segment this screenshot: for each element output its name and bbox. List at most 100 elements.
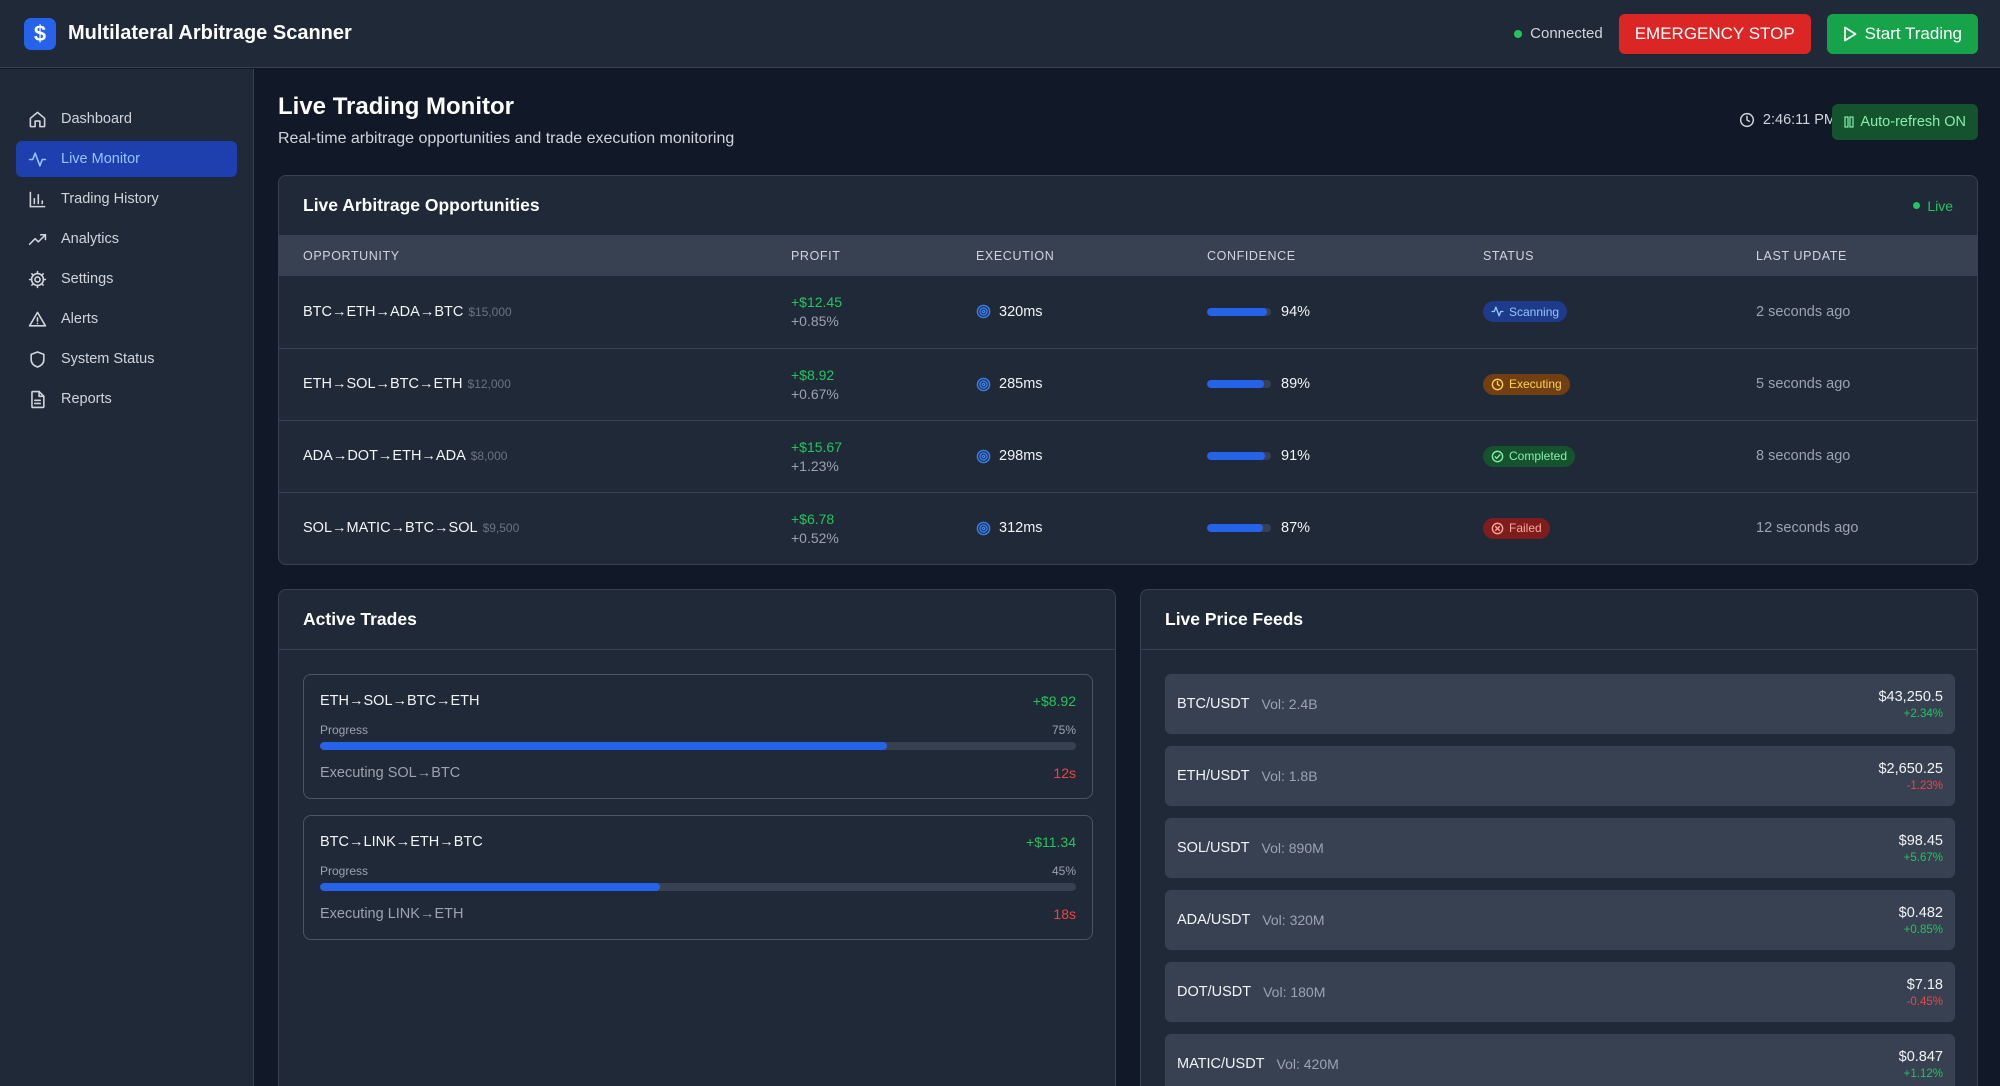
route: ETH→SOL→BTC→ETH [303, 376, 463, 392]
confidence-bar [1207, 380, 1271, 388]
app-title: Multilateral Arbitrage Scanner [68, 22, 352, 44]
live-indicator: Live [1913, 198, 1953, 214]
auto-refresh-toggle[interactable]: Auto-refresh ON [1832, 104, 1978, 140]
price-feed-item[interactable]: BTC/USDT Vol: 2.4B $43,250.5 +2.34% [1165, 674, 1955, 734]
sidebar-item-label: Reports [61, 391, 112, 407]
file-text-icon [31, 390, 45, 408]
trending-up-icon [28, 233, 47, 245]
price-feed-item[interactable]: SOL/USDT Vol: 890M $98.45 +5.67% [1165, 818, 1955, 878]
table-row[interactable]: ETH→SOL→BTC→ETH $12,000 +$8.92 +0.67% 285m… [279, 348, 1977, 420]
active-trades-title: Active Trades [303, 609, 417, 629]
column-header-last-update: LAST UPDATE [1756, 249, 1847, 263]
status-badge: Scanning [1483, 301, 1568, 323]
price-feeds-panel: Live Price Feeds BTC/USDT Vol: 2.4B $43,… [1140, 589, 1978, 1086]
feed-change: +5.67% [1903, 851, 1943, 864]
status-badge: Failed [1483, 517, 1550, 539]
sidebar-item-label: Dashboard [61, 111, 132, 127]
column-header-opportunity: OPPORTUNITY [303, 249, 400, 263]
confidence-fill [1207, 307, 1268, 316]
progress-bar [320, 742, 1076, 750]
start-trading-button[interactable]: Start Trading [1826, 13, 1978, 54]
connection-status: Connected [1530, 25, 1603, 42]
price-feeds-title: Live Price Feeds [1165, 609, 1304, 629]
alert-triangle-icon [28, 311, 47, 327]
opportunity-cell: ETH→SOL→BTC→ETH $12,000 [279, 348, 767, 420]
price-feed-item[interactable]: ETH/USDT Vol: 1.8B $2,650.25 -1.23% [1165, 746, 1955, 806]
trade-route: ETH→SOL→BTC→ETH [320, 693, 480, 709]
sidebar-item-settings[interactable]: Settings [16, 261, 237, 297]
execution-cell: 320ms [952, 276, 1183, 348]
target-icon [976, 449, 991, 463]
profit-cell: +$15.67 +1.23% [767, 420, 952, 492]
sidebar-item-reports[interactable]: Reports [16, 381, 237, 417]
progress-label: Progress [320, 864, 369, 878]
feed-pair: BTC/USDT [1177, 696, 1250, 712]
shield-icon [30, 350, 45, 368]
x-circle-icon [1491, 522, 1504, 535]
feed-price: $0.482 [1898, 904, 1943, 921]
feed-pair: ETH/USDT [1177, 768, 1250, 784]
feed-price: $98.45 [1898, 832, 1943, 849]
execution-cell: 285ms [952, 348, 1183, 420]
column-header-status: STATUS [1483, 249, 1535, 263]
target-icon [976, 521, 991, 536]
sidebar-item-dashboard[interactable]: Dashboard [16, 101, 237, 137]
clock-icon [1491, 378, 1504, 390]
sidebar-item-trading-history[interactable]: Trading History [16, 181, 237, 217]
confidence-cell: 87% [1183, 492, 1459, 564]
status-badge: Completed [1483, 445, 1576, 467]
status-label: Executing [1509, 377, 1562, 391]
feed-volume: Vol: 890M [1261, 840, 1324, 856]
target-icon [976, 304, 991, 319]
sidebar-item-analytics[interactable]: Analytics [16, 221, 237, 257]
feed-volume: Vol: 1.8B [1261, 768, 1318, 784]
profit-amount: +$8.92 [791, 366, 835, 383]
sidebar: Dashboard Live Monitor Trading History A… [0, 69, 254, 1086]
table-row[interactable]: BTC→ETH→ADA→BTC $15,000 +$12.45 +0.85% 320… [279, 276, 1977, 348]
sidebar-item-alerts[interactable]: Alerts [16, 301, 237, 337]
header-actions: Connected EMERGENCY STOP Start Trading [1514, 13, 1978, 54]
profit-amount: +$6.78 [791, 510, 835, 527]
price-feed-item[interactable]: DOT/USDT Vol: 180M $7.18 -0.45% [1165, 962, 1955, 1022]
feed-pair: DOT/USDT [1177, 984, 1252, 1000]
status-label: Failed [1509, 521, 1542, 536]
confidence-cell: 94% [1183, 276, 1459, 348]
target-icon [976, 377, 991, 391]
trade-step: Executing LINK→ETH [320, 906, 464, 922]
feed-pair: MATIC/USDT [1177, 1056, 1265, 1072]
feed-change: +2.34% [1903, 707, 1943, 720]
gear-icon [28, 270, 47, 288]
last-update-cell: 2 seconds ago [1756, 303, 1851, 320]
sidebar-item-system-status[interactable]: System Status [16, 341, 237, 377]
profit-cell: +$12.45 +0.85% [767, 276, 952, 348]
progress-label: Progress [320, 723, 369, 737]
table-row[interactable]: SOL→MATIC→BTC→SOL $9,500 +$6.78 +0.52% 312… [279, 492, 1977, 564]
sidebar-item-live-monitor[interactable]: Live Monitor [16, 141, 237, 177]
price-feed-item[interactable]: MATIC/USDT Vol: 420M $0.847 +1.12% [1165, 1034, 1955, 1086]
progress-bar [320, 883, 1076, 891]
route-amount: $8,000 [470, 449, 508, 463]
trade-card[interactable]: BTC→LINK→ETH→BTC +$11.34 Progress 45% Exec… [303, 815, 1093, 940]
feed-price: $43,250.5 [1878, 688, 1943, 705]
confidence-cell: 91% [1183, 420, 1459, 492]
progress-fill [320, 742, 887, 750]
table-row[interactable]: ADA→DOT→ETH→ADA $8,000 +$15.67 +1.23% 298m… [279, 420, 1977, 492]
confidence-fill [1207, 452, 1266, 460]
sidebar-item-label: Analytics [61, 231, 120, 247]
opportunities-table: OPPORTUNITY PROFIT EXECUTION CONFIDENCE … [279, 236, 1977, 564]
auto-refresh-label: Auto-refresh ON [1860, 114, 1966, 130]
activity-icon [1491, 306, 1504, 317]
confidence-bar [1207, 524, 1271, 533]
status-cell: Completed [1459, 420, 1732, 492]
feed-pair: SOL/USDT [1177, 840, 1250, 856]
feed-volume: Vol: 2.4B [1261, 696, 1318, 712]
price-feed-item[interactable]: ADA/USDT Vol: 320M $0.482 +0.85% [1165, 890, 1955, 950]
confidence-value: 89% [1281, 376, 1311, 392]
emergency-stop-button[interactable]: EMERGENCY STOP [1618, 13, 1811, 54]
confidence-value: 91% [1281, 448, 1311, 464]
play-icon [1843, 26, 1857, 41]
feed-pair: ADA/USDT [1177, 912, 1251, 928]
confidence-value: 87% [1281, 520, 1311, 537]
trade-card[interactable]: ETH→SOL→BTC→ETH +$8.92 Progress 75% Execut… [303, 674, 1093, 799]
activity-icon [28, 151, 47, 167]
